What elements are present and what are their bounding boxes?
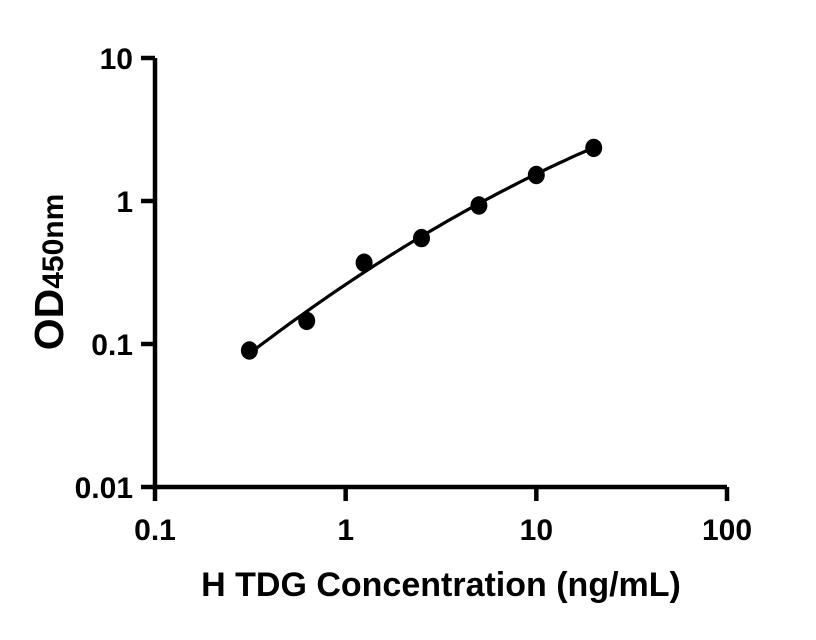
y-tick-label: 10 — [100, 43, 133, 76]
y-tick-labels: 10 1 0.1 0.01 — [75, 43, 133, 505]
data-point — [413, 228, 430, 248]
y-tick-label: 1 — [116, 186, 133, 219]
x-tick-label: 1 — [337, 514, 354, 547]
axis-frame — [152, 58, 727, 490]
y-axis-ticks — [141, 55, 155, 490]
data-point — [527, 165, 545, 185]
y-tick-label: 0.1 — [91, 329, 133, 362]
data-points — [240, 138, 603, 360]
y-axis-title: OD450nm — [26, 194, 72, 351]
x-tick-labels: 0.1 1 10 100 — [134, 514, 752, 547]
data-point — [240, 341, 258, 360]
x-axis-ticks — [152, 487, 730, 501]
data-point — [585, 138, 603, 158]
y-axis-title-main: OD — [26, 289, 72, 351]
y-tick-label: 0.01 — [75, 472, 133, 505]
x-axis-title: H TDG Concentration (ng/mL) — [201, 566, 681, 604]
x-tick-label: 100 — [702, 514, 752, 547]
y-axis-title-subscript: 450nm — [37, 194, 70, 289]
data-point — [470, 196, 488, 215]
data-point — [298, 311, 316, 331]
x-tick-label: 0.1 — [134, 514, 176, 547]
x-tick-label: 10 — [520, 514, 553, 547]
data-point — [355, 253, 373, 272]
